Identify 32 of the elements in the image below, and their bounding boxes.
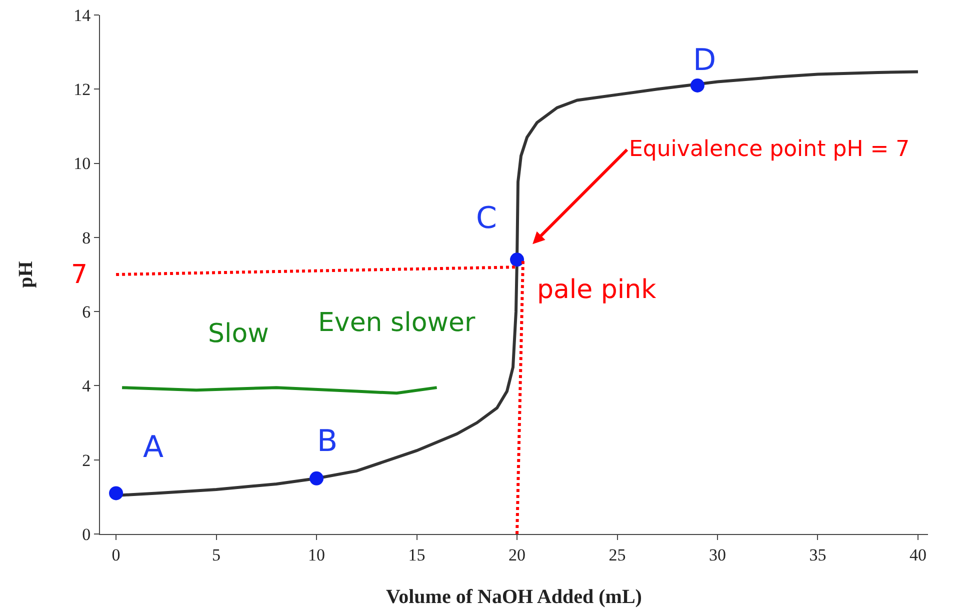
y-tick-label: 12 (74, 80, 91, 100)
y-tick-label: 4 (82, 376, 92, 396)
point (690, 78, 704, 92)
x-axis-title: Volume of NaOH Added (mL) (386, 586, 642, 608)
y-tick-label: 10 (74, 154, 91, 174)
y-axis-title: pH (15, 260, 38, 288)
x-tick-label: 0 (112, 545, 120, 564)
x-tick-label: 20 (508, 545, 526, 564)
x-tick-label: 30 (708, 545, 726, 564)
x-tick-label: 40 (909, 545, 926, 564)
annotation: A (143, 430, 164, 465)
point (510, 252, 524, 267)
annotation: Even slower (318, 308, 476, 338)
y-tick-label: 0 (82, 524, 91, 544)
y-tick-label: 14 (74, 6, 92, 25)
annotation: C (476, 201, 497, 236)
annotation: D (693, 43, 716, 78)
x-tick-label: 10 (308, 545, 326, 564)
x-tick-label: 15 (408, 545, 426, 564)
annotation: Equivalence point pH = 7 (629, 137, 910, 162)
y-tick-label: 2 (82, 450, 91, 470)
annotation: B (317, 424, 338, 459)
annotation: pale pink (537, 275, 656, 305)
annotation: Slow (208, 319, 269, 349)
y-tick-label: 8 (82, 228, 91, 248)
point (109, 486, 124, 500)
text: 7 (71, 260, 88, 290)
x-tick-label: 35 (809, 545, 826, 564)
y-tick-label: 6 (82, 302, 91, 322)
point (310, 471, 324, 486)
x-tick-label: 5 (212, 545, 221, 564)
x-tick-label: 25 (608, 545, 626, 564)
